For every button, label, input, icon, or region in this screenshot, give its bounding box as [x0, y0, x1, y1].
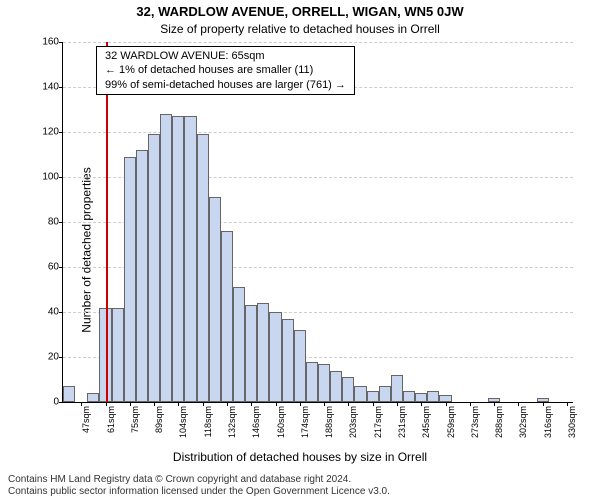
histogram-bar: [439, 395, 451, 402]
histogram-bar: [124, 157, 136, 402]
histogram-bar: [87, 393, 99, 402]
ytick-label: 140: [42, 82, 59, 93]
grid-line: [63, 42, 573, 43]
ytick-mark: [59, 87, 63, 88]
histogram-bar: [112, 308, 124, 403]
ytick-label: 60: [48, 262, 59, 273]
ytick-mark: [59, 222, 63, 223]
histogram-bar: [172, 116, 184, 402]
chart-container: 32, WARDLOW AVENUE, ORRELL, WIGAN, WN5 0…: [0, 0, 600, 500]
xtick-label: 288sqm: [494, 406, 504, 438]
xtick-label: 245sqm: [421, 406, 431, 438]
histogram-bar: [136, 150, 148, 402]
histogram-bar: [63, 386, 75, 402]
xtick-label: 160sqm: [276, 406, 286, 438]
ytick-mark: [59, 42, 63, 43]
ytick-mark: [59, 357, 63, 358]
xtick-label: 231sqm: [397, 406, 407, 438]
histogram-bar: [233, 287, 245, 402]
footer-line-2: Contains public sector information licen…: [8, 486, 592, 498]
histogram-bar: [391, 375, 403, 402]
histogram-bar: [209, 197, 221, 402]
page-title: 32, WARDLOW AVENUE, ORRELL, WIGAN, WN5 0…: [0, 4, 600, 19]
histogram-bar: [403, 391, 415, 402]
histogram-bar: [148, 134, 160, 402]
histogram-bar: [221, 231, 233, 402]
xtick-label: 259sqm: [446, 406, 456, 438]
info-line-2: ← 1% of detached houses are smaller (11): [105, 63, 346, 77]
xtick-label: 273sqm: [470, 406, 480, 438]
histogram-bar: [306, 362, 318, 403]
xtick-label: 118sqm: [203, 406, 213, 437]
xtick-label: 146sqm: [251, 406, 261, 438]
histogram-bar: [269, 312, 281, 402]
histogram-bar: [184, 116, 196, 402]
xtick-label: 188sqm: [324, 406, 334, 438]
xtick-label: 47sqm: [81, 406, 91, 433]
chart-subtitle: Size of property relative to detached ho…: [0, 22, 600, 36]
info-line-3: 99% of semi-detached houses are larger (…: [105, 78, 346, 92]
histogram-bar: [245, 305, 257, 402]
xtick-label: 330sqm: [567, 406, 577, 438]
ytick-mark: [59, 267, 63, 268]
ytick-mark: [59, 402, 63, 403]
histogram-bar: [330, 371, 342, 403]
info-line-1: 32 WARDLOW AVENUE: 65sqm: [105, 49, 346, 63]
xtick-label: 174sqm: [300, 406, 310, 438]
xtick-label: 132sqm: [227, 406, 237, 438]
ytick-label: 0: [53, 397, 59, 408]
xtick-label: 61sqm: [106, 406, 116, 433]
xtick-label: 302sqm: [518, 406, 528, 438]
plot-area: 02040608010012014016047sqm61sqm75sqm89sq…: [62, 42, 573, 403]
xtick-label: 104sqm: [178, 406, 188, 438]
x-axis-label: Distribution of detached houses by size …: [0, 450, 600, 464]
ytick-mark: [59, 177, 63, 178]
histogram-bar: [282, 319, 294, 402]
histogram-bar: [427, 391, 439, 402]
histogram-bar: [294, 330, 306, 402]
footer-line-1: Contains HM Land Registry data © Crown c…: [8, 474, 592, 486]
footer-attribution: Contains HM Land Registry data © Crown c…: [8, 474, 592, 498]
ytick-label: 160: [42, 37, 59, 48]
ytick-mark: [59, 312, 63, 313]
ytick-label: 20: [48, 352, 59, 363]
xtick-label: 203sqm: [348, 406, 358, 438]
histogram-bar: [197, 134, 209, 402]
histogram-bar: [379, 386, 391, 402]
histogram-bar: [257, 303, 269, 402]
info-box: 32 WARDLOW AVENUE: 65sqm ← 1% of detache…: [96, 46, 355, 95]
histogram-bar: [342, 377, 354, 402]
ytick-mark: [59, 132, 63, 133]
histogram-bar: [318, 364, 330, 402]
grid-line: [63, 132, 573, 133]
xtick-label: 89sqm: [154, 406, 164, 433]
histogram-bar: [367, 391, 379, 402]
ytick-label: 80: [48, 217, 59, 228]
ytick-label: 100: [42, 172, 59, 183]
marker-line: [106, 42, 108, 402]
xtick-label: 75sqm: [130, 406, 140, 433]
histogram-bar: [415, 393, 427, 402]
histogram-bar: [160, 114, 172, 402]
xtick-label: 316sqm: [543, 406, 553, 438]
histogram-bar: [354, 386, 366, 402]
ytick-label: 120: [42, 127, 59, 138]
xtick-label: 217sqm: [373, 406, 383, 438]
ytick-label: 40: [48, 307, 59, 318]
